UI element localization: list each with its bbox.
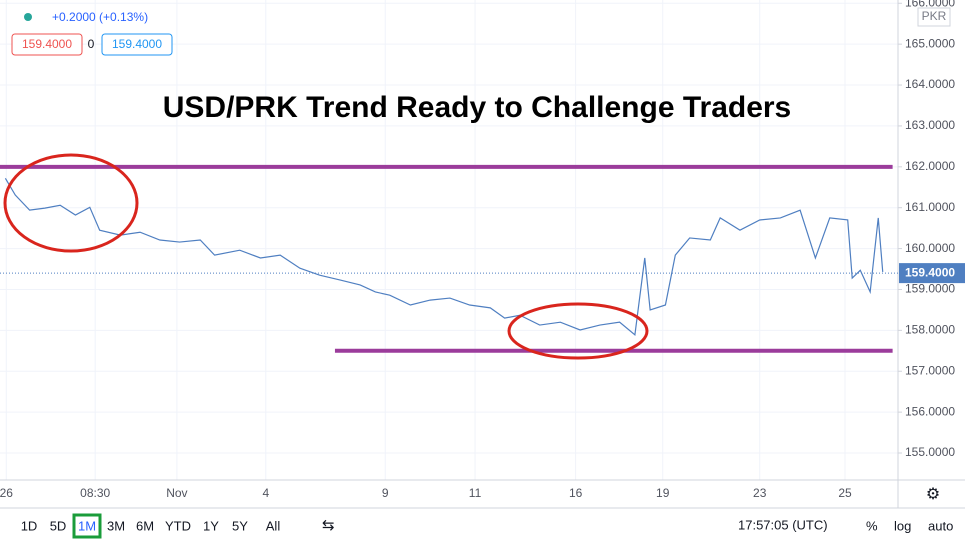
y-tick-label: 166.0000	[905, 0, 955, 9]
y-tick-label: 156.0000	[905, 404, 955, 418]
clock: 17:57:05 (UTC)	[738, 517, 828, 532]
range-button[interactable]: 1D	[21, 518, 38, 533]
x-tick-label: 4	[262, 486, 269, 500]
x-tick-label: 11	[469, 486, 482, 500]
highlight-ellipse	[507, 302, 649, 360]
x-tick-label: 23	[753, 486, 767, 500]
plot	[0, 164, 898, 353]
y-tick-label: 162.0000	[905, 159, 955, 173]
ask[interactable]: 159.4000	[112, 37, 162, 51]
range-button[interactable]: YTD	[165, 518, 191, 533]
range-button[interactable]: 1M	[78, 518, 96, 533]
x-tick-label: 26	[0, 486, 13, 500]
range-button[interactable]: 3M	[107, 518, 125, 533]
range-button[interactable]: All	[266, 518, 281, 533]
scale-button[interactable]: auto	[928, 518, 953, 533]
status-dot	[24, 13, 32, 21]
change: +0.2000 (+0.13%)	[52, 10, 148, 24]
x-tick-label: 25	[838, 486, 852, 500]
x-tick-label: Nov	[166, 486, 187, 500]
range-button[interactable]: 5D	[50, 518, 67, 533]
x-tick-label: 16	[569, 486, 583, 500]
y-tick-label: 158.0000	[905, 323, 955, 337]
toolbar: 1D 5D 1M 3M 6M YTD 1Y 5Y All% log auto	[21, 513, 953, 539]
currency-box	[917, 7, 951, 27]
x-tick-label: 08:30	[80, 486, 110, 500]
bid-box[interactable]	[11, 33, 83, 56]
highlight-ellipse	[3, 153, 139, 253]
y-tick-label: 164.0000	[905, 77, 955, 91]
y-tick-label: 161.0000	[905, 200, 955, 214]
y-tick-label: 159.0000	[905, 282, 955, 296]
ask-box[interactable]	[101, 33, 173, 56]
last-price-label: 159.4000	[905, 265, 955, 279]
range-button[interactable]: 6M	[136, 518, 154, 533]
y-tick-label: 160.0000	[905, 241, 955, 255]
date-range-icon[interactable]: ⇆	[322, 517, 335, 534]
range-button[interactable]: 1Y	[203, 518, 219, 533]
range-selected	[72, 513, 102, 539]
settings-icon[interactable]: ⚙	[926, 486, 940, 503]
price-line	[4, 177, 884, 337]
spread: 0	[88, 37, 95, 51]
scale-button[interactable]: log	[894, 518, 911, 533]
chart-title: USD/PRK Trend Ready to Challenge Traders	[163, 91, 792, 124]
y-tick-label: 165.0000	[905, 36, 955, 50]
bid[interactable]: 159.4000	[22, 37, 72, 51]
last-price-tag	[899, 263, 965, 284]
y-tick-label: 163.0000	[905, 118, 955, 132]
y-tick-label: 155.0000	[905, 445, 955, 459]
x-tick-label: 9	[382, 486, 389, 500]
x-tick-label: 19	[656, 486, 670, 500]
currency: PKR	[922, 9, 947, 23]
scale-button[interactable]: %	[866, 518, 878, 533]
range-button[interactable]: 5Y	[232, 518, 248, 533]
y-tick-label: 157.0000	[905, 363, 955, 377]
